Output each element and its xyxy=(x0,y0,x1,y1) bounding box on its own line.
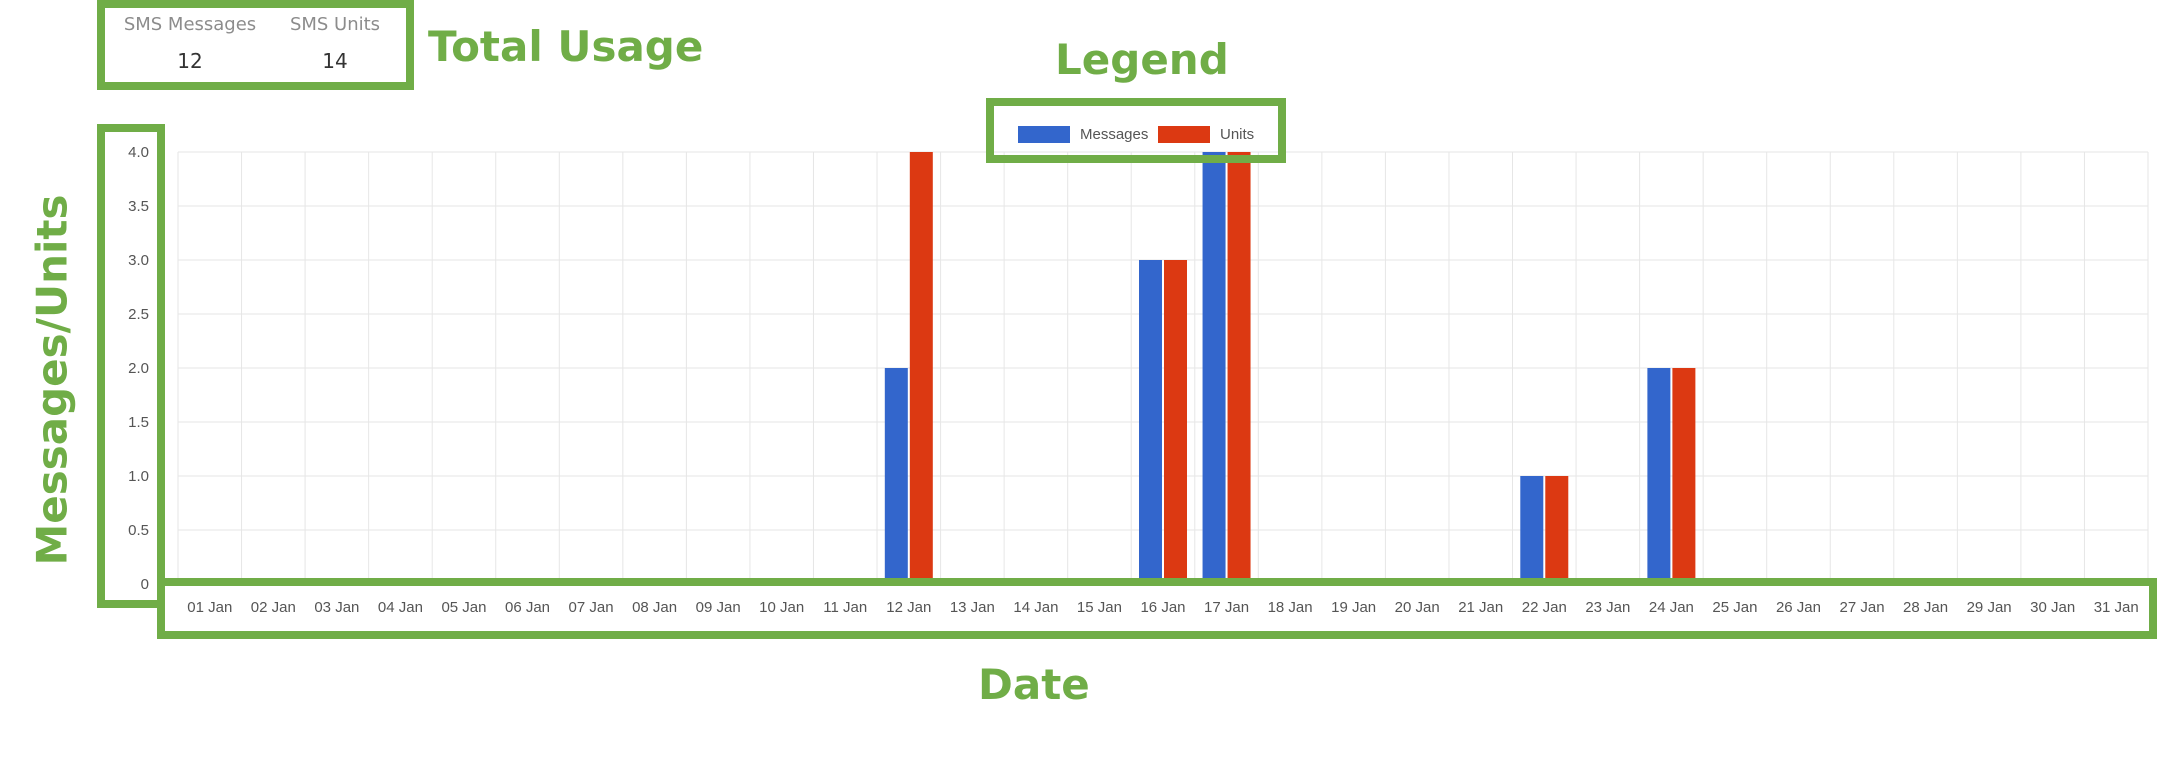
bar-units-24-jan[interactable] xyxy=(1672,368,1696,584)
x-tick-label: 16 Jan xyxy=(1140,599,1185,616)
x-tick-label: 06 Jan xyxy=(505,599,550,616)
bar-units-17-jan[interactable] xyxy=(1227,152,1251,584)
y-tick-label: 0 xyxy=(141,576,149,593)
sms-units-summary: SMS Units 14 xyxy=(260,14,410,73)
y-axis-annotation: Messages/Units xyxy=(27,194,77,566)
x-tick-label: 08 Jan xyxy=(632,599,677,616)
legend-item-units[interactable]: Units xyxy=(1158,126,1254,143)
y-tick-label: 0.5 xyxy=(128,522,149,539)
x-tick-label: 19 Jan xyxy=(1331,599,1376,616)
total-usage-annotation: Total Usage xyxy=(428,22,704,71)
legend-swatch-messages xyxy=(1018,126,1070,143)
y-axis-highlight xyxy=(97,124,165,608)
x-axis-highlight xyxy=(157,578,2157,639)
sms-messages-value: 12 xyxy=(177,49,203,73)
x-tick-label: 13 Jan xyxy=(950,599,995,616)
x-tick-label: 14 Jan xyxy=(1013,599,1058,616)
x-tick-label: 28 Jan xyxy=(1903,599,1948,616)
sms-messages-summary: SMS Messages 12 xyxy=(115,14,265,73)
x-tick-label: 10 Jan xyxy=(759,599,804,616)
bar-messages-24-jan[interactable] xyxy=(1647,368,1671,584)
sms-units-label: SMS Units xyxy=(289,14,381,35)
legend-label-units: Units xyxy=(1220,126,1255,143)
x-tick-label: 25 Jan xyxy=(1712,599,1757,616)
legend-label-messages: Messages xyxy=(1080,126,1149,143)
x-tick-label: 15 Jan xyxy=(1077,599,1122,616)
x-tick-label: 11 Jan xyxy=(823,599,867,616)
bar-units-12-jan[interactable] xyxy=(909,152,933,584)
x-tick-label: 30 Jan xyxy=(2030,599,2075,616)
x-tick-label: 22 Jan xyxy=(1522,599,1567,616)
y-tick-label: 1.5 xyxy=(128,414,149,431)
x-tick-label: 31 Jan xyxy=(2094,599,2139,616)
x-axis-annotation: Date xyxy=(978,660,1090,709)
y-tick-label: 2.5 xyxy=(128,306,149,323)
y-tick-labels: 0 0.5 1.0 1.5 2.0 2.5 3.0 3.5 4.0 xyxy=(128,144,149,593)
bar-messages-16-jan[interactable] xyxy=(1139,260,1162,584)
y-tick-label: 2.0 xyxy=(128,360,149,377)
x-tick-label: 12 Jan xyxy=(886,599,931,616)
x-tick-label: 17 Jan xyxy=(1204,599,1249,616)
sms-messages-label: SMS Messages xyxy=(123,14,257,35)
x-tick-label: 23 Jan xyxy=(1585,599,1630,616)
y-tick-label: 4.0 xyxy=(128,144,149,161)
sms-units-value: 14 xyxy=(322,49,348,73)
y-tick-label: 3.0 xyxy=(128,252,149,269)
x-tick-label: 03 Jan xyxy=(314,599,359,616)
x-tick-label: 29 Jan xyxy=(1967,599,2012,616)
x-tick-label: 02 Jan xyxy=(251,599,296,616)
x-tick-label: 04 Jan xyxy=(378,599,423,616)
y-tick-label: 1.0 xyxy=(128,468,149,485)
bars xyxy=(884,152,1696,584)
bar-units-22-jan[interactable] xyxy=(1545,476,1569,584)
y-tick-label: 3.5 xyxy=(128,198,149,215)
x-tick-label: 01 Jan xyxy=(187,599,232,616)
bar-messages-17-jan[interactable] xyxy=(1202,152,1226,584)
x-tick-label: 27 Jan xyxy=(1840,599,1885,616)
x-tick-label: 21 Jan xyxy=(1458,599,1503,616)
total-usage-summary: SMS Messages 12 SMS Units 14 xyxy=(97,0,414,90)
x-tick-label: 09 Jan xyxy=(696,599,741,616)
grid-lines xyxy=(177,151,2149,585)
legend-swatch-units xyxy=(1158,126,1210,143)
bar-messages-22-jan[interactable] xyxy=(1520,476,1544,584)
bar-messages-12-jan[interactable] xyxy=(884,368,908,584)
bar-units-16-jan[interactable] xyxy=(1164,260,1187,584)
x-tick-label: 18 Jan xyxy=(1268,599,1313,616)
chart-legend: Messages Units xyxy=(986,98,1286,163)
x-tick-label: 20 Jan xyxy=(1395,599,1440,616)
x-tick-label: 07 Jan xyxy=(569,599,614,616)
legend-item-messages[interactable]: Messages xyxy=(1018,126,1148,143)
x-tick-labels: 01 Jan 02 Jan 03 Jan 04 Jan 05 Jan 06 Jan 07 J… xyxy=(187,599,2138,616)
x-tick-label: 05 Jan xyxy=(441,599,486,616)
legend-annotation: Legend xyxy=(1055,35,1229,84)
x-tick-label: 24 Jan xyxy=(1649,599,1694,616)
x-tick-label: 26 Jan xyxy=(1776,599,1821,616)
